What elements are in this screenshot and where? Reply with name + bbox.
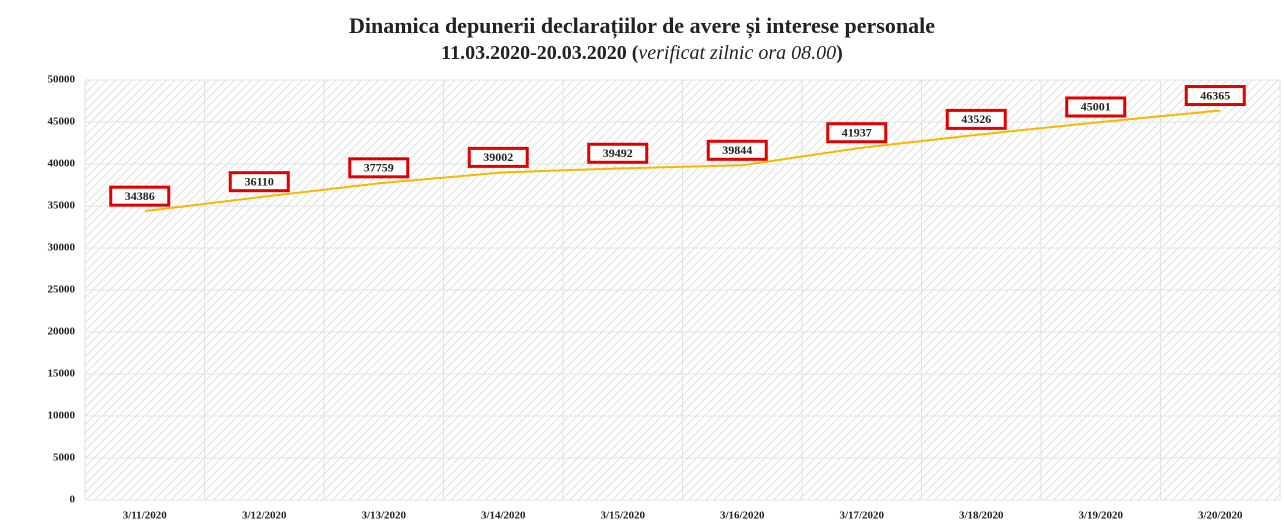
subtitle-part: verificat zilnic ora 08.00: [638, 42, 836, 64]
y-tick-label: 40000: [48, 158, 76, 170]
data-label: 46365: [1200, 88, 1230, 102]
data-label-box: [348, 157, 410, 179]
y-tick-label: 15000: [48, 368, 76, 380]
data-label: 36110: [245, 174, 274, 188]
chart-subtitle: 11.03.2020-20.03.2020 (verificat zilnic …: [441, 42, 843, 64]
x-tick-label: 3/12/2020: [242, 510, 287, 522]
x-tick-label: 3/18/2020: [959, 510, 1004, 522]
data-label: 41937: [842, 125, 872, 139]
x-tick-label: 3/17/2020: [839, 510, 884, 522]
x-tick-label: 3/16/2020: [720, 510, 765, 522]
data-label-box: [109, 185, 171, 207]
data-label: 39492: [603, 146, 633, 160]
data-label: 43526: [961, 112, 991, 126]
data-label-box: [228, 171, 290, 193]
data-label-box: [467, 146, 529, 168]
y-tick-label: 5000: [53, 452, 76, 464]
y-tick-label: 20000: [48, 326, 76, 338]
y-tick-label: 30000: [48, 242, 76, 254]
x-tick-label: 3/20/2020: [1198, 510, 1243, 522]
data-label-box: [1065, 96, 1127, 118]
x-tick-label: 3/15/2020: [600, 510, 645, 522]
x-tick-label: 3/19/2020: [1078, 510, 1123, 522]
x-tick-label: 3/14/2020: [481, 510, 526, 522]
y-tick-label: 35000: [48, 200, 76, 212]
data-label: 34386: [125, 189, 155, 203]
y-tick-label: 45000: [48, 116, 76, 128]
y-tick-label: 25000: [48, 284, 76, 296]
x-tick-label: 3/13/2020: [361, 510, 406, 522]
chart-title: Dinamica depunerii declarațiilor de aver…: [349, 13, 935, 39]
data-label-box: [587, 142, 649, 164]
y-tick-label: 50000: [48, 74, 76, 86]
data-label: 37759: [364, 161, 394, 175]
data-label-box: [826, 122, 888, 144]
y-tick-label: 0: [70, 494, 76, 506]
data-label-box: [706, 139, 768, 161]
line: [144, 109, 1221, 213]
subtitle-part: 11.03.2020-20.03.2020 (: [441, 42, 639, 64]
data-label-box: [1184, 85, 1246, 107]
x-tick-label: 3/11/2020: [123, 510, 168, 522]
subtitle-part: ): [836, 42, 843, 64]
data-label-box: [945, 108, 1007, 130]
data-label: 39002: [483, 150, 513, 164]
y-tick-label: 10000: [48, 410, 76, 422]
data-label: 39844: [722, 143, 752, 157]
data-label: 45001: [1081, 100, 1111, 114]
